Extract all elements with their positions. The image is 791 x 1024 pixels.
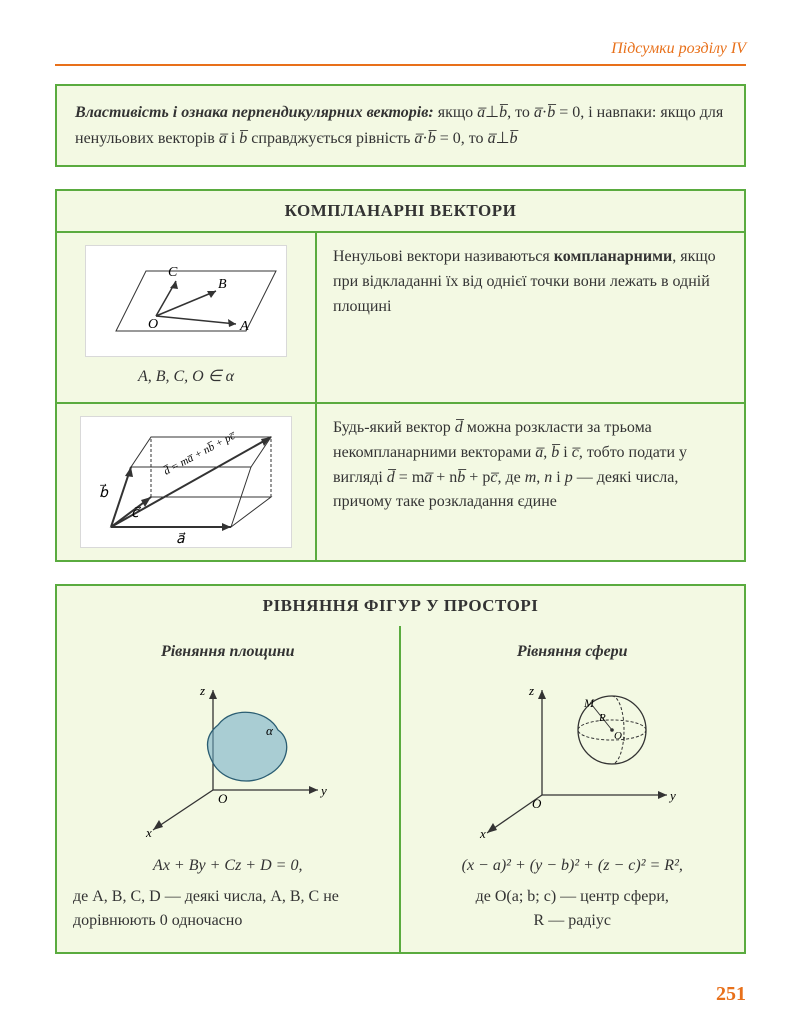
svg-text:M: M (583, 696, 595, 710)
sphere-diagram: z y x O M R O₁ (417, 675, 729, 840)
plane-diagram: z y x O α (73, 675, 383, 840)
coplanar-text-1-body: Ненульові вектори називаються компланарн… (333, 248, 716, 315)
svg-text:c⃗: c⃗ (131, 506, 141, 521)
svg-text:α: α (266, 723, 274, 738)
svg-text:x: x (145, 825, 152, 840)
coplanar-row-1: O A B C A, B, C, O ∈ α Ненульові вектори… (55, 231, 746, 404)
svg-text:y: y (319, 783, 327, 798)
equations-grid: Рівняння площини z y x O α Ax + By + Cz … (55, 626, 746, 954)
sphere-note2: R — радіус (417, 909, 729, 934)
svg-text:O: O (148, 317, 158, 332)
coplanar-diagram-1-cell: O A B C A, B, C, O ∈ α (57, 233, 317, 402)
svg-text:y: y (668, 788, 676, 803)
equations-title: РІВНЯННЯ ФІГУР У ПРОСТОРІ (55, 584, 746, 626)
sphere-note1: де O(a; b; c) — центр сфери, (417, 885, 729, 910)
svg-text:O: O (532, 796, 542, 811)
perpendicular-text: Властивість і ознака перпендикулярних ве… (75, 104, 434, 121)
svg-text:z: z (199, 683, 205, 698)
sphere-formula: (x − a)² + (y − b)² + (z − c)² = R², (417, 854, 729, 879)
sphere-equation-cell: Рівняння сфери z y x O M R O₁ (401, 626, 745, 952)
coplanar-row-2: a⃗ b⃗ c⃗ d̅ = ma̅ + nb̅ + pc̅ Будь-який … (55, 404, 746, 562)
svg-text:d̅ = ma̅ + nb̅ + pc̅: d̅ = ma̅ + nb̅ + pc̅ (162, 429, 239, 478)
coplanar-text-1: Ненульові вектори називаються компланарн… (317, 233, 744, 402)
plane-note: де A, B, C, D — деякі числа, A, B, C не … (73, 885, 383, 935)
svg-text:x: x (479, 826, 486, 840)
plane-equation-cell: Рівняння площини z y x O α Ax + By + Cz … (57, 626, 401, 952)
svg-text:O₁: O₁ (614, 730, 626, 742)
coplanar-diagram-1: O A B C (85, 245, 287, 357)
svg-text:b⃗: b⃗ (99, 483, 109, 501)
coplanar-title: КОМПЛАНАРНІ ВЕКТОРИ (55, 189, 746, 231)
plane-subtitle: Рівняння площини (73, 640, 383, 665)
plane-formula: Ax + By + Cz + D = 0, (73, 854, 383, 879)
section-title: Підсумки розділу IV (611, 40, 746, 57)
coplanar-text-2: Будь-який вектор d̅ можна розкласти за т… (317, 404, 744, 560)
svg-text:B: B (218, 277, 227, 292)
coplanar-caption-1: A, B, C, O ∈ α (138, 365, 234, 390)
svg-text:a⃗: a⃗ (176, 532, 186, 547)
svg-text:O: O (218, 791, 228, 806)
perpendicular-property-box: Властивість і ознака перпендикулярних ве… (55, 84, 746, 167)
coplanar-diagram-2-cell: a⃗ b⃗ c⃗ d̅ = ma̅ + nb̅ + pc̅ (57, 404, 317, 560)
svg-text:z: z (528, 683, 534, 698)
svg-text:R: R (598, 712, 606, 724)
svg-text:A: A (239, 319, 249, 334)
page-number: 251 (716, 983, 746, 1006)
coplanar-diagram-2: a⃗ b⃗ c⃗ d̅ = ma̅ + nb̅ + pc̅ (80, 416, 292, 548)
sphere-subtitle: Рівняння сфери (417, 640, 729, 665)
coplanar-text-2-body: Будь-який вектор d̅ можна розкласти за т… (333, 419, 687, 510)
svg-text:C: C (168, 265, 178, 280)
page-header: Підсумки розділу IV (55, 40, 746, 66)
